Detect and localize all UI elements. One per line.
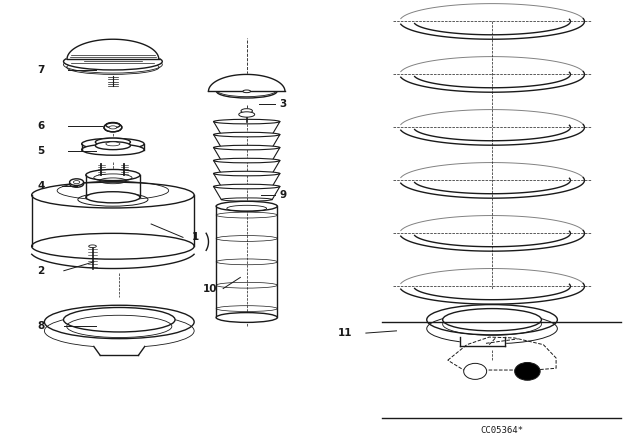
Text: 6: 6 [37,121,45,131]
Ellipse shape [239,112,255,117]
Ellipse shape [86,192,140,203]
Ellipse shape [241,109,252,113]
Ellipse shape [243,90,250,93]
Ellipse shape [70,181,84,187]
Ellipse shape [89,245,97,248]
Ellipse shape [82,144,144,155]
Text: 11: 11 [338,328,353,338]
Ellipse shape [443,309,541,331]
Ellipse shape [214,132,280,137]
Text: 5: 5 [37,146,45,155]
Ellipse shape [86,169,140,181]
Ellipse shape [31,233,194,259]
Text: 8: 8 [37,321,45,332]
Ellipse shape [104,123,122,132]
Text: 9: 9 [280,190,287,200]
Ellipse shape [82,138,144,150]
Polygon shape [209,74,285,91]
Ellipse shape [214,145,280,150]
Polygon shape [460,336,505,346]
Ellipse shape [216,85,277,98]
Ellipse shape [74,181,80,184]
Ellipse shape [106,142,120,146]
Circle shape [515,362,540,380]
Ellipse shape [214,171,280,176]
Text: 3: 3 [280,99,287,109]
Ellipse shape [95,142,131,150]
Polygon shape [94,346,145,355]
Ellipse shape [216,201,277,211]
Circle shape [464,363,486,379]
Ellipse shape [106,122,120,128]
Ellipse shape [109,126,116,129]
Text: 2: 2 [37,266,45,276]
Ellipse shape [31,182,194,208]
Ellipse shape [216,313,277,323]
Text: 10: 10 [202,284,217,293]
Polygon shape [67,39,159,59]
Ellipse shape [44,305,194,339]
Ellipse shape [70,179,84,185]
Text: 4: 4 [37,181,45,191]
Ellipse shape [214,184,280,189]
Ellipse shape [214,158,280,163]
Text: CC05364*: CC05364* [481,426,524,435]
Ellipse shape [63,307,175,332]
Ellipse shape [95,138,131,146]
Text: 1: 1 [192,233,200,242]
Ellipse shape [214,119,280,124]
Text: 7: 7 [37,65,45,75]
Ellipse shape [427,305,557,335]
Ellipse shape [63,53,163,70]
